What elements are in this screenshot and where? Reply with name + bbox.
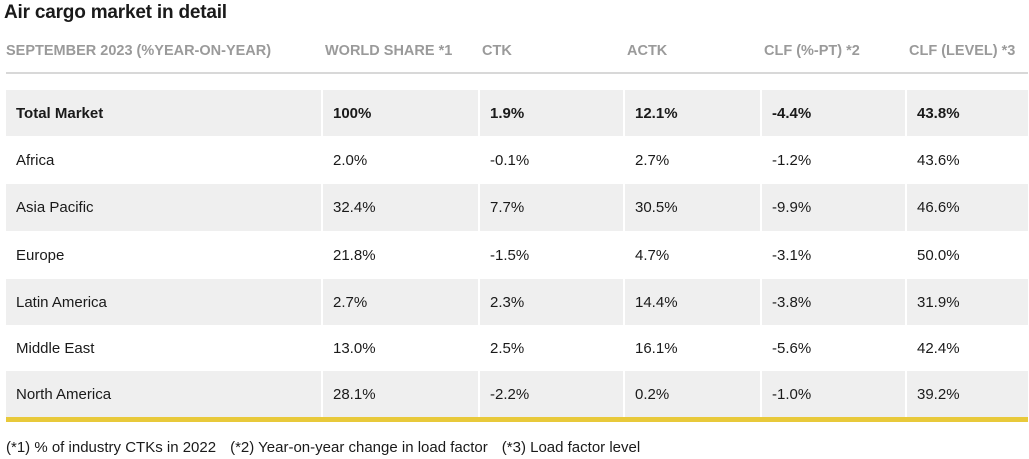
- table-row-europe: Europe 21.8% -1.5% 4.7% -3.1% 50.0%: [6, 231, 1028, 279]
- table-row-total-market: Total Market 100% 1.9% 12.1% -4.4% 43.8%: [6, 90, 1028, 136]
- clf-level-cell: 43.6%: [917, 151, 960, 169]
- column-header-period: SEPTEMBER 2023 (%YEAR-ON-YEAR): [6, 34, 323, 72]
- header-divider: [6, 72, 1028, 74]
- footnote-3: (*3) Load factor level: [501, 439, 641, 456]
- column-header-clf-level: CLF (LEVEL) *3: [909, 43, 1016, 59]
- ctk-cell: 2.3%: [480, 279, 625, 325]
- actk-cell: 4.7%: [625, 231, 762, 279]
- world-share-cell: 21.8%: [323, 231, 480, 279]
- actk-cell: 30.5%: [625, 184, 762, 231]
- world-share-cell: 28.1%: [323, 371, 480, 417]
- ctk-cell: -0.1%: [480, 136, 625, 184]
- clf-level-cell: 31.9%: [907, 279, 1028, 325]
- actk-cell: 14.4%: [625, 279, 762, 325]
- world-share-cell: 2.7%: [323, 279, 480, 325]
- table-header-row: SEPTEMBER 2023 (%YEAR-ON-YEAR) WORLD SHA…: [6, 34, 1028, 72]
- region-cell: Latin America: [6, 279, 323, 325]
- table-row-asia-pacific: Asia Pacific 32.4% 7.7% 30.5% -9.9% 46.6…: [6, 184, 1028, 231]
- footnote-2: (*2) Year-on-year change in load factor: [230, 439, 488, 456]
- region-cell: Total Market: [6, 90, 323, 136]
- clf-pt-cell: -1.2%: [762, 136, 907, 184]
- clf-level-cell: 46.6%: [907, 184, 1028, 231]
- footnotes: (*1) % of industry CTKs in 2022 (*2) Yea…: [6, 439, 640, 456]
- region-cell: North America: [6, 371, 323, 417]
- column-header-actk: ACTK: [625, 34, 762, 72]
- ctk-cell: -2.2%: [480, 371, 625, 417]
- ctk-cell: 2.5%: [480, 325, 625, 371]
- clf-level-cell: 50.0%: [917, 246, 960, 264]
- actk-cell: 0.2%: [625, 371, 762, 417]
- air-cargo-table: SEPTEMBER 2023 (%YEAR-ON-YEAR) WORLD SHA…: [6, 34, 1028, 422]
- world-share-cell: 2.0%: [323, 136, 480, 184]
- table-row-africa: Africa 2.0% -0.1% 2.7% -1.2% 43.6%: [6, 136, 1028, 184]
- column-header-world-share: WORLD SHARE *1: [323, 34, 480, 72]
- column-header-clf-pt: CLF (%-PT) *2: [762, 34, 907, 72]
- clf-pt-cell: -4.4%: [762, 90, 907, 136]
- region-cell: Middle East: [6, 325, 323, 371]
- ctk-cell: -1.5%: [480, 231, 625, 279]
- column-header-ctk: CTK: [480, 34, 625, 72]
- world-share-cell: 13.0%: [323, 325, 480, 371]
- page-title: Air cargo market in detail: [4, 2, 227, 23]
- clf-pt-cell: -9.9%: [762, 184, 907, 231]
- clf-level-cell: 39.2%: [907, 371, 1028, 417]
- region-cell: Europe: [6, 231, 323, 279]
- ctk-cell: 1.9%: [480, 90, 625, 136]
- clf-pt-cell: -3.1%: [762, 231, 907, 279]
- ctk-cell: 7.7%: [480, 184, 625, 231]
- world-share-cell: 100%: [323, 90, 480, 136]
- clf-pt-cell: -3.8%: [762, 279, 907, 325]
- clf-level-cell: 43.8%: [907, 90, 1028, 136]
- table-bottom-accent-rule: [6, 417, 1028, 422]
- footnote-1: (*1) % of industry CTKs in 2022: [6, 439, 217, 456]
- clf-pt-cell: -5.6%: [762, 325, 907, 371]
- table-row-middle-east: Middle East 13.0% 2.5% 16.1% -5.6% 42.4%: [6, 325, 1028, 371]
- region-cell: Africa: [6, 136, 323, 184]
- table-row-latin-america: Latin America 2.7% 2.3% 14.4% -3.8% 31.9…: [6, 279, 1028, 325]
- clf-level-cell: 42.4%: [917, 339, 960, 357]
- region-cell: Asia Pacific: [6, 184, 323, 231]
- world-share-cell: 32.4%: [323, 184, 480, 231]
- table-row-north-america: North America 28.1% -2.2% 0.2% -1.0% 39.…: [6, 371, 1028, 417]
- actk-cell: 16.1%: [625, 325, 762, 371]
- clf-pt-cell: -1.0%: [762, 371, 907, 417]
- actk-cell: 12.1%: [625, 90, 762, 136]
- actk-cell: 2.7%: [625, 136, 762, 184]
